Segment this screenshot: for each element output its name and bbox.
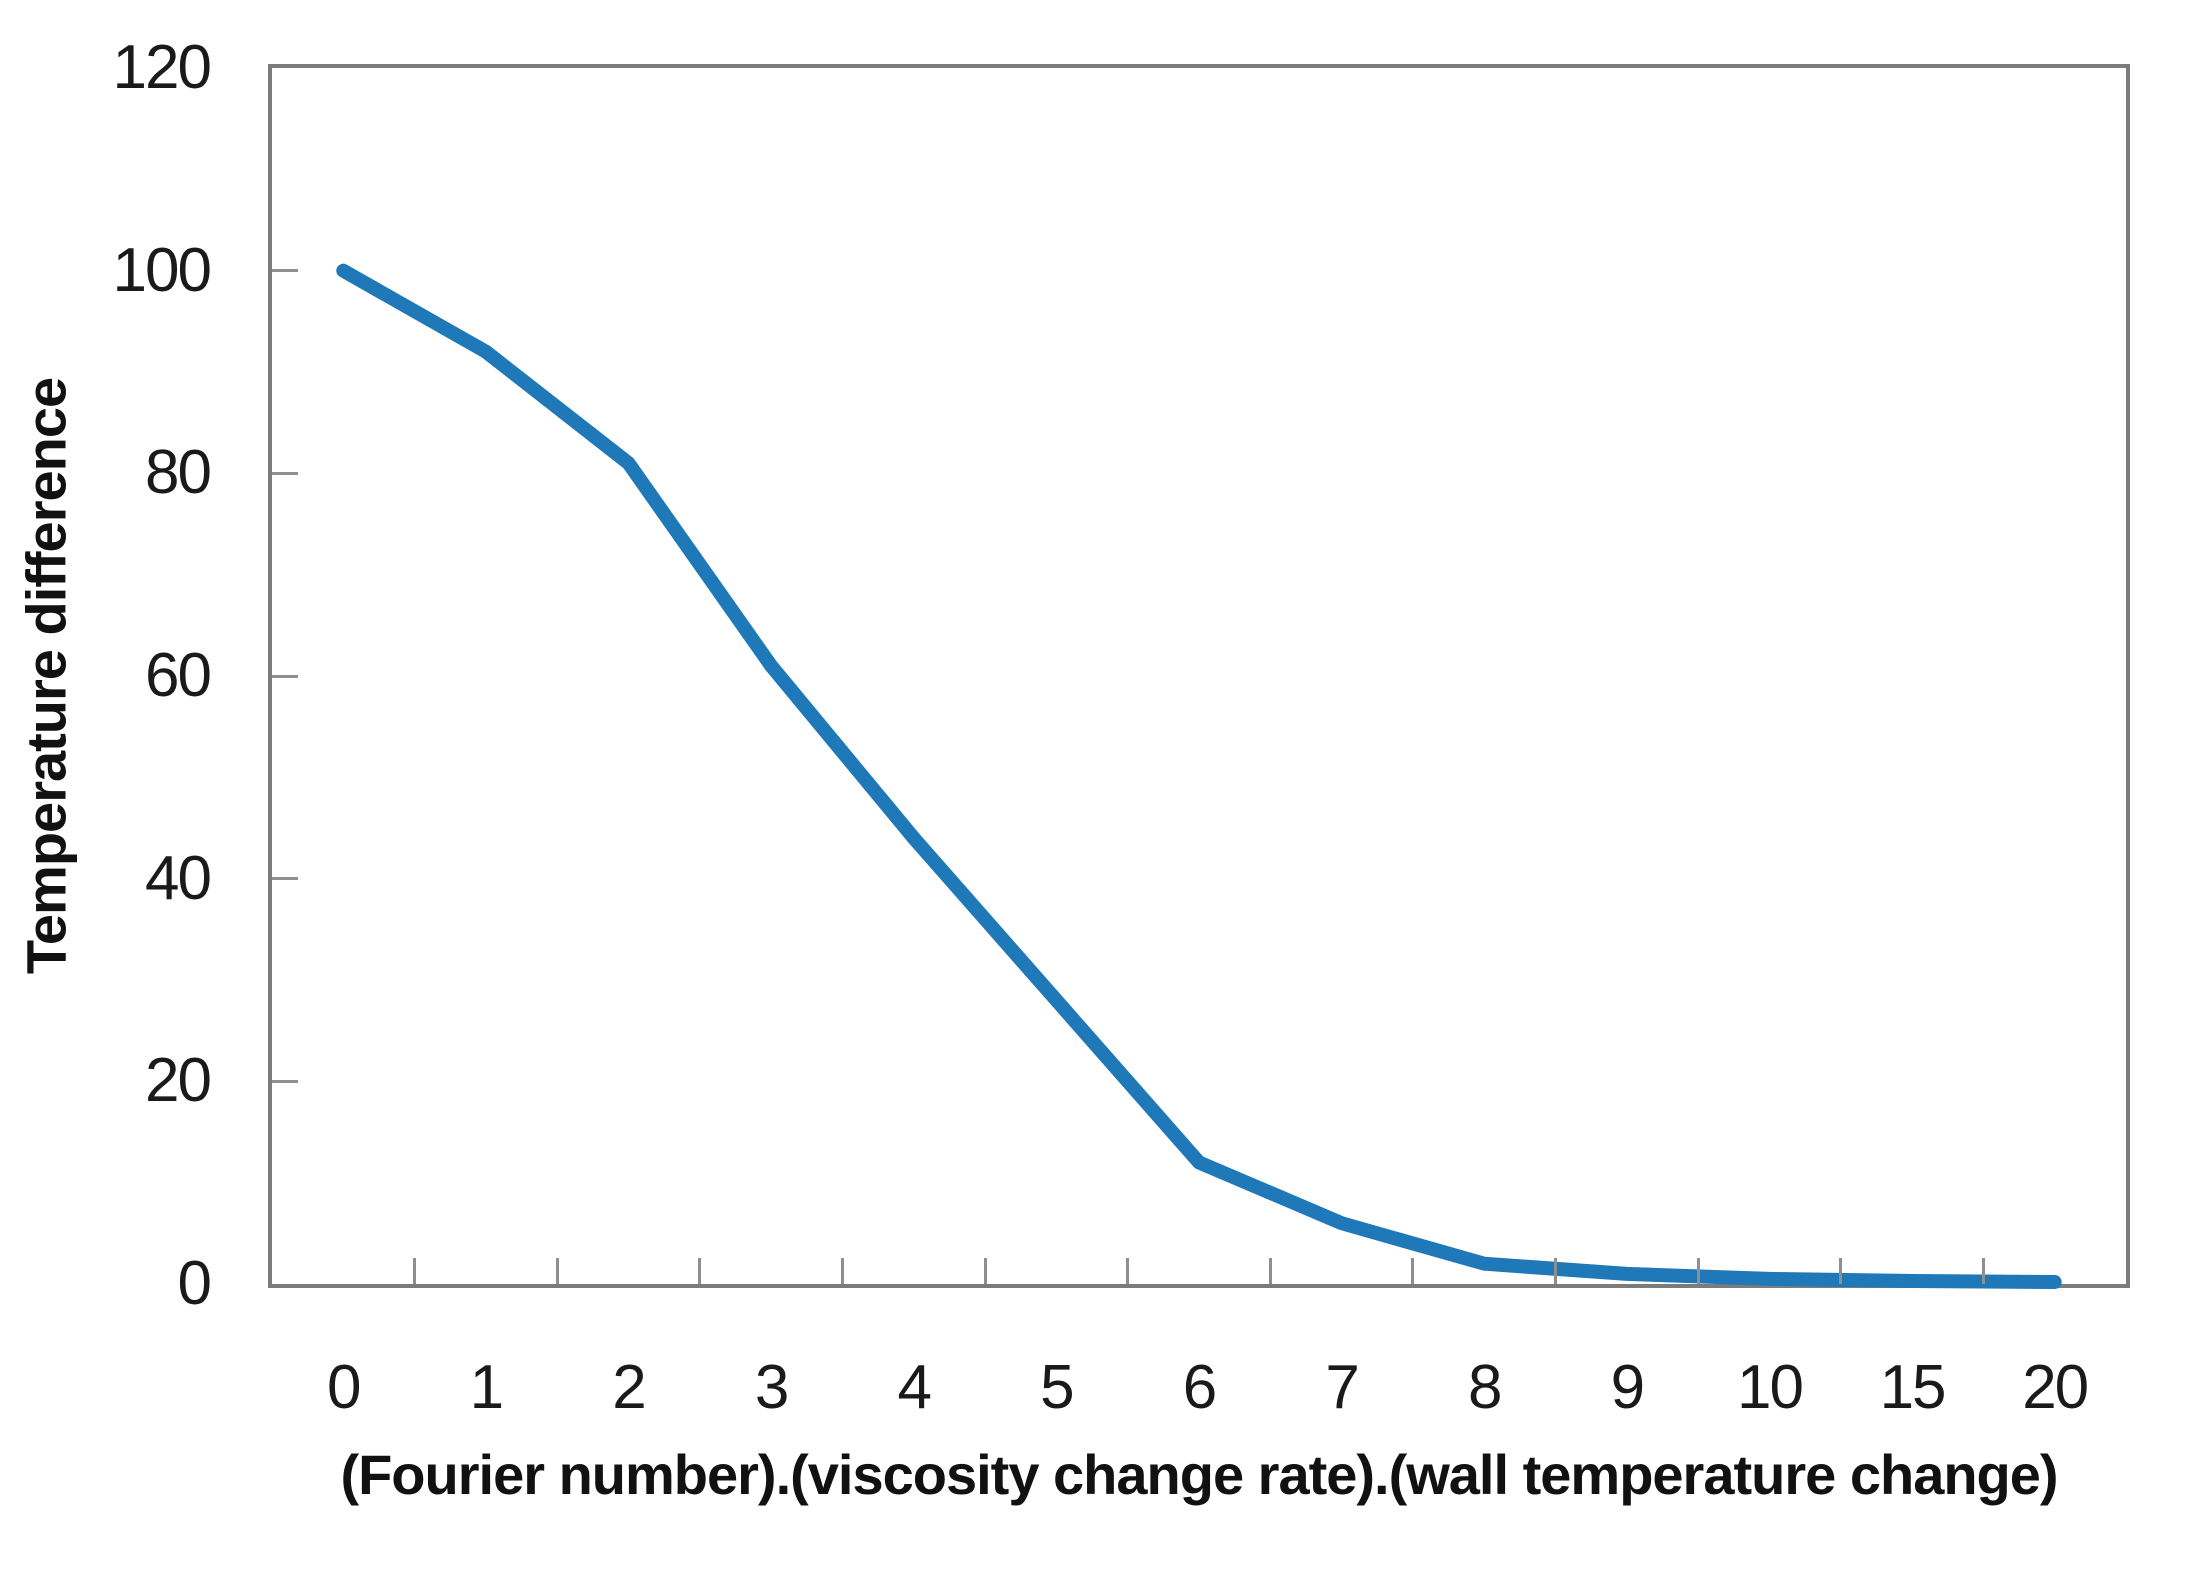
x-tick-mark: [1411, 1258, 1415, 1284]
x-tick-label-20: 20: [2022, 1353, 2089, 1422]
y-tick-mark: [272, 1079, 298, 1083]
y-tick-label-40: 40: [145, 843, 212, 913]
y-tick-label-60: 60: [145, 641, 212, 710]
x-tick-label-9: 9: [1610, 1353, 1645, 1422]
y-tick-mark: [272, 877, 298, 881]
x-tick-mark: [555, 1258, 559, 1284]
x-tick-mark: [698, 1258, 702, 1284]
x-tick-mark: [840, 1258, 844, 1284]
x-tick-mark: [1839, 1258, 1843, 1284]
x-tick-mark: [413, 1258, 417, 1284]
y-tick-mark: [272, 674, 298, 678]
y-tick-mark: [272, 269, 298, 273]
x-tick-label-5: 5: [1040, 1353, 1074, 1422]
x-tick-label-4: 4: [897, 1353, 932, 1422]
x-tick-label-2: 2: [612, 1353, 646, 1422]
y-tick-mark: [272, 471, 298, 475]
y-tick-label-120: 120: [112, 33, 212, 102]
y-tick-label-0: 0: [177, 1249, 212, 1318]
x-tick-label-6: 6: [1182, 1353, 1217, 1422]
x-tick-mark: [1268, 1258, 1272, 1284]
x-tick-mark: [1696, 1258, 1700, 1284]
y-tick-label-80: 80: [145, 438, 212, 508]
temperature-series-line: [336, 263, 2062, 1289]
x-axis-title: (Fourier number).(viscosity change rate)…: [340, 1443, 2058, 1506]
y-tick-label-20: 20: [145, 1046, 212, 1116]
x-tick-label-0: 0: [327, 1353, 361, 1422]
plot-canvas: [336, 263, 2062, 1289]
x-tick-label-10: 10: [1736, 1353, 1804, 1422]
x-tick-label-8: 8: [1467, 1353, 1502, 1422]
x-tick-mark: [1554, 1258, 1558, 1284]
x-tick-label-7: 7: [1325, 1353, 1359, 1422]
x-tick-label-15: 15: [1879, 1353, 1947, 1422]
x-tick-label-1: 1: [469, 1353, 504, 1422]
x-tick-mark: [1126, 1258, 1130, 1284]
x-tick-label-3: 3: [754, 1353, 789, 1422]
x-tick-mark: [983, 1258, 987, 1284]
x-tick-mark: [1981, 1258, 1985, 1284]
plot-area: [268, 64, 2130, 1289]
y-tick-label-100: 100: [112, 235, 212, 305]
